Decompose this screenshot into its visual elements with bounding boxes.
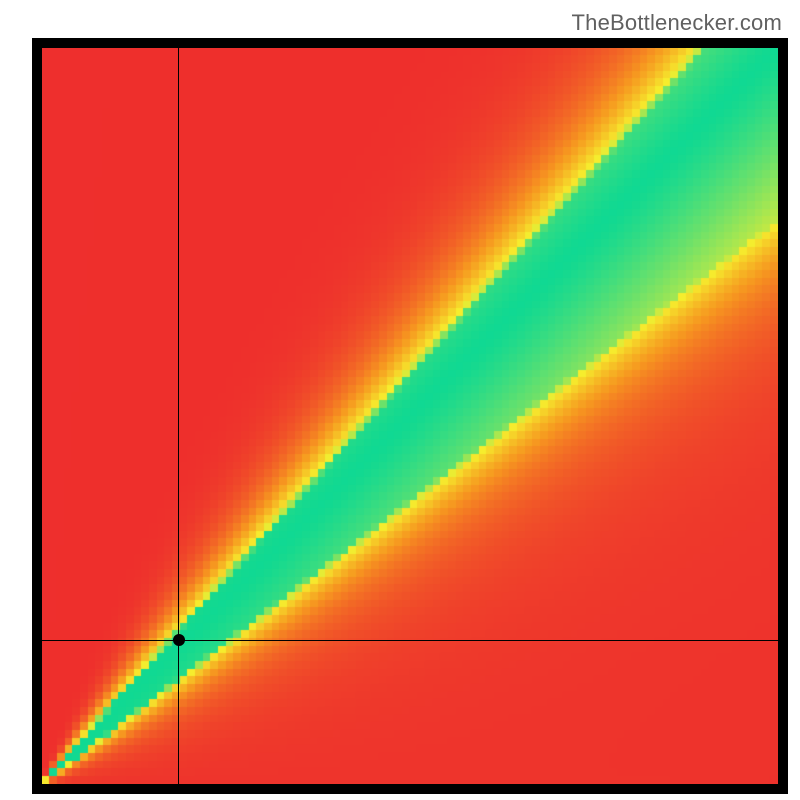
marker-dot [173, 634, 185, 646]
chart-container: TheBottlenecker.com [0, 0, 800, 800]
crosshair-horizontal [42, 640, 778, 641]
crosshair-vertical [178, 48, 179, 784]
heatmap-canvas [42, 48, 778, 784]
watermark-label: TheBottlenecker.com [572, 10, 782, 36]
plot-frame [32, 38, 788, 794]
